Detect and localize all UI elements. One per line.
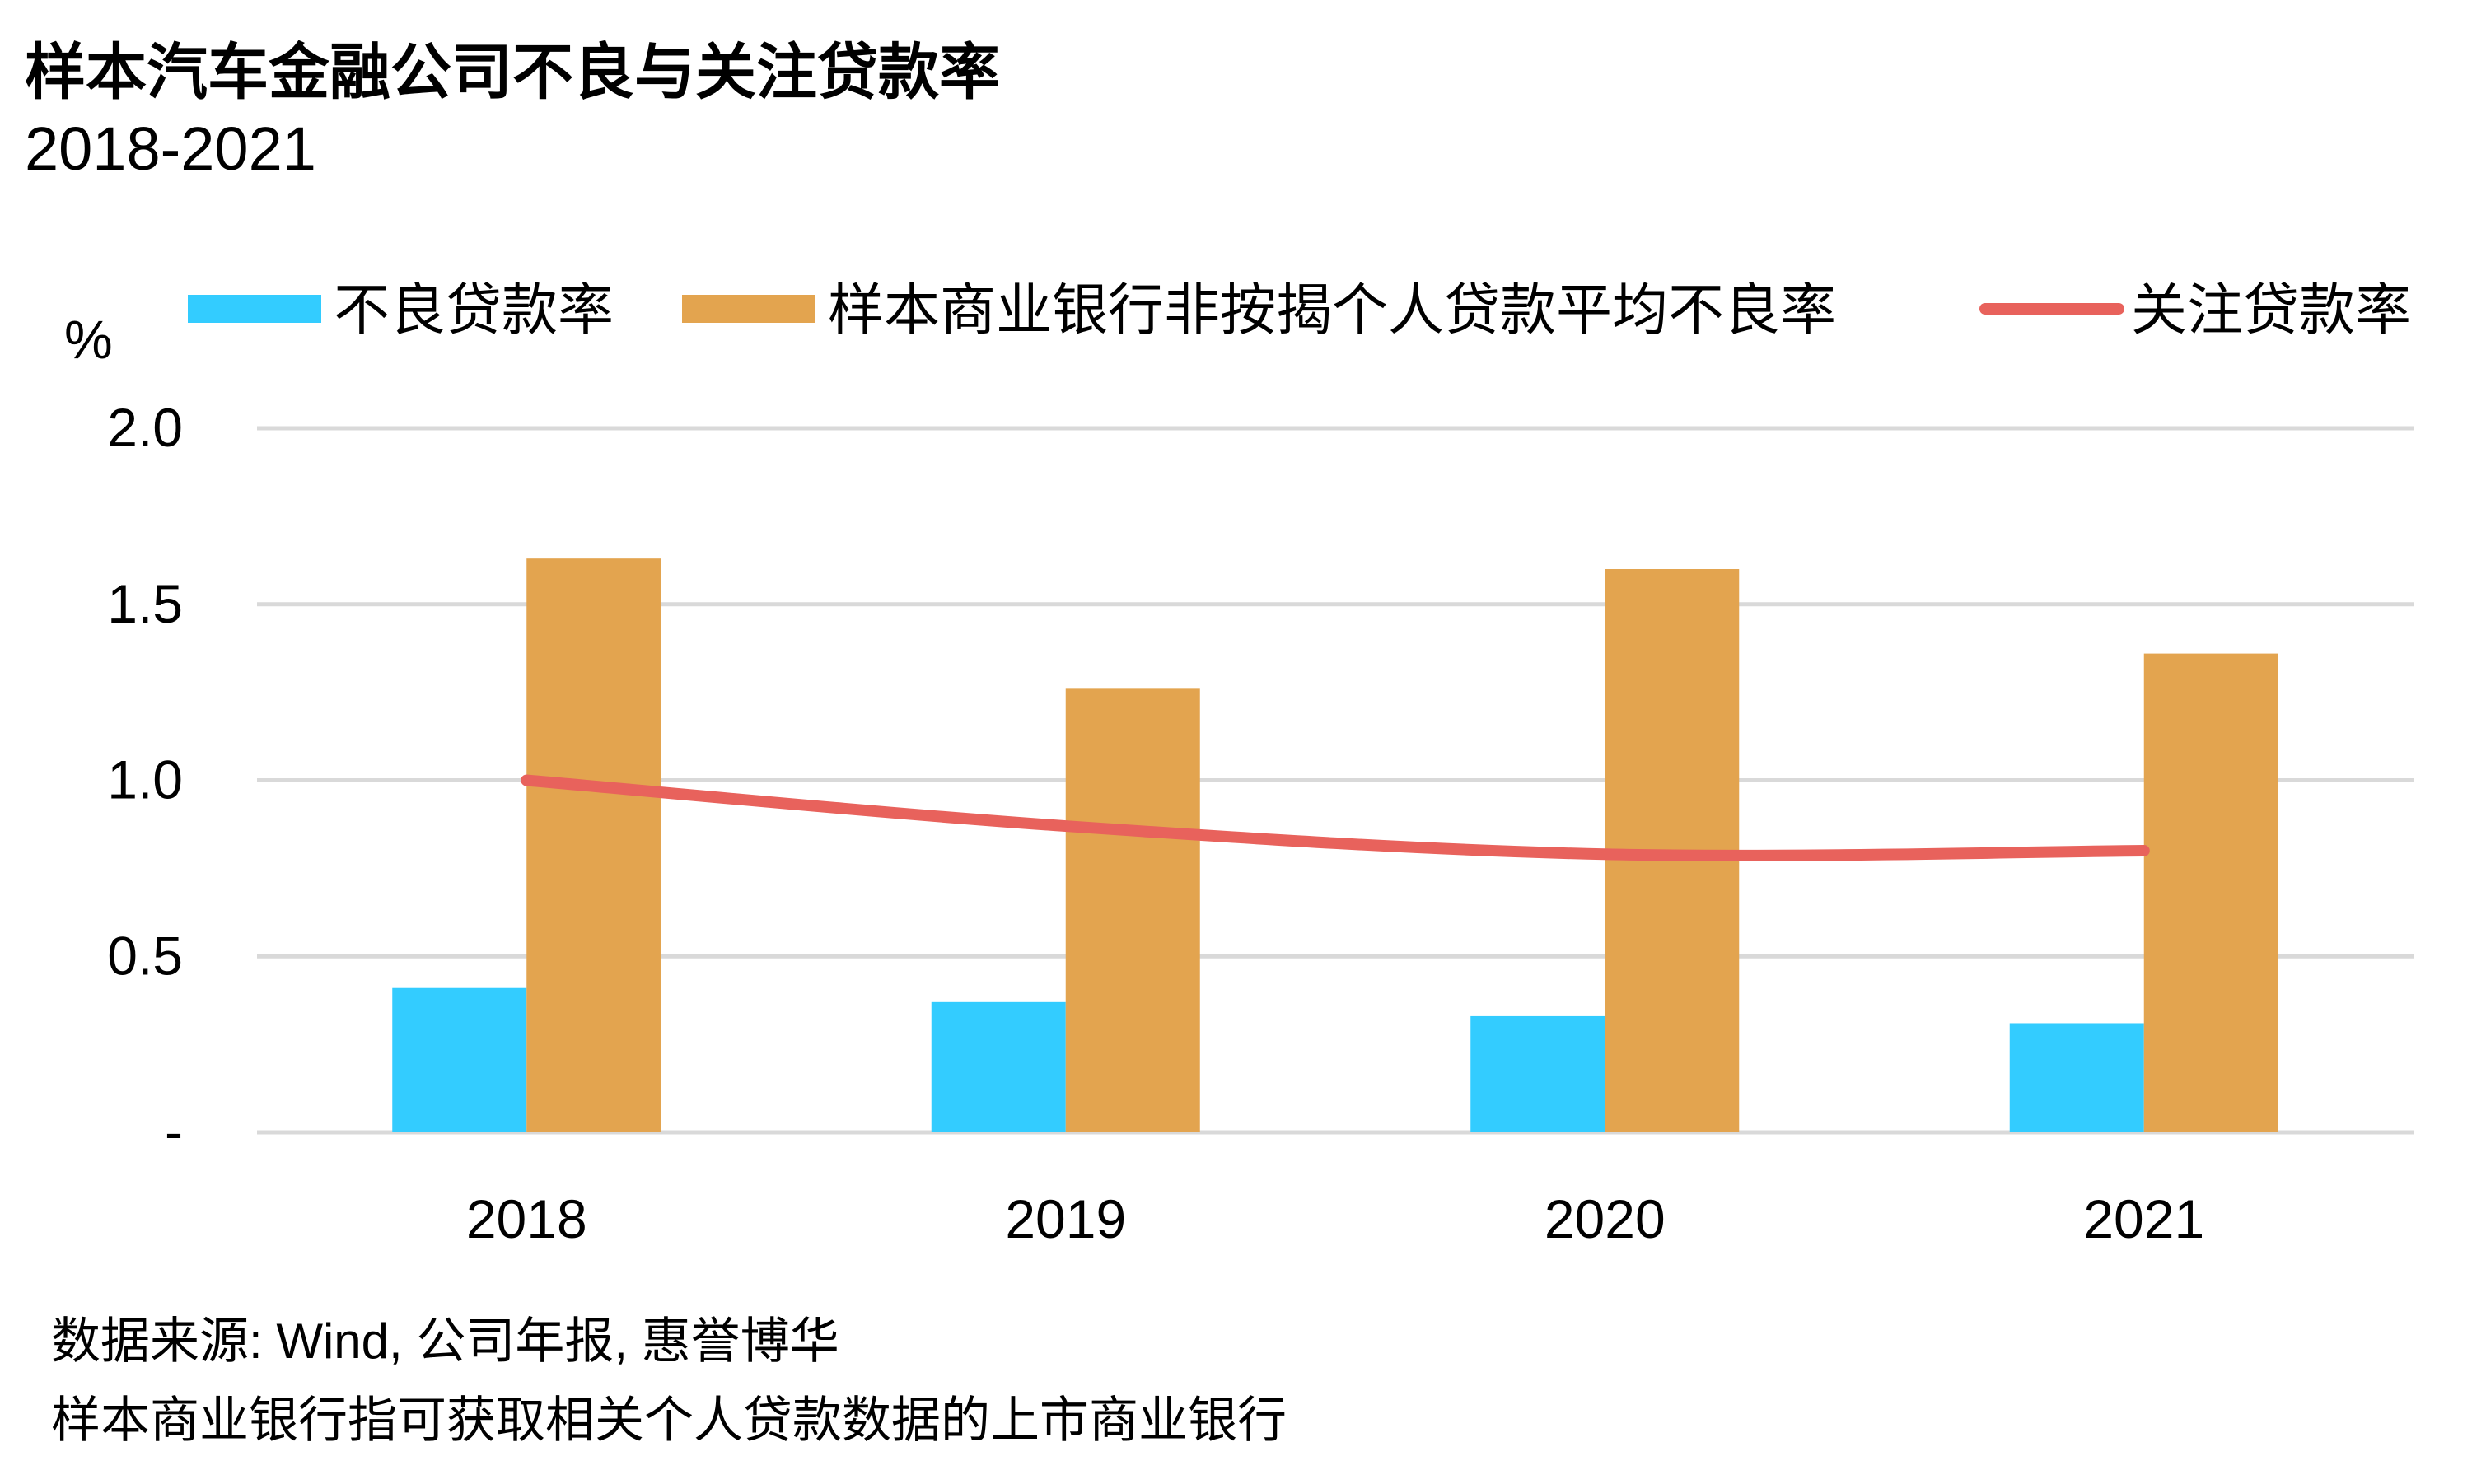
line-series <box>521 774 2150 861</box>
x-tick-label: 2018 <box>466 1188 587 1249</box>
chart: 不良贷款率 样本商业银行非按揭个人贷款平均不良率 关注贷款率 % - 0.5 1.0… <box>64 279 2414 1249</box>
x-axis-ticks: 2018 2019 2020 2021 <box>466 1188 2204 1249</box>
legend-label-special-mention: 关注贷款率 <box>2131 279 2411 342</box>
legend-label-npl: 不良贷款率 <box>334 279 614 342</box>
bar-npl-2020 <box>1470 1015 1605 1132</box>
bar-npl-2019 <box>931 1001 1066 1132</box>
bar-npl-2018 <box>392 987 527 1132</box>
y-tick-label: 1.5 <box>107 573 183 634</box>
chart-subtitle: 2018-2021 <box>25 114 316 183</box>
legend-label-bank-npl: 样本商业银行非按揭个人贷款平均不良率 <box>828 279 1836 342</box>
chart-title: 样本汽车金融公司不良与关注贷款率 <box>25 38 1000 106</box>
bar-npl-2021 <box>2009 1023 2144 1132</box>
y-axis-ticks: - 0.5 1.0 1.5 2.0 <box>107 397 183 1162</box>
bars <box>392 558 2278 1132</box>
line-point-2020 <box>1601 851 1609 858</box>
y-tick-label: - <box>165 1101 183 1162</box>
bar-bank-npl-2021 <box>2143 653 2278 1132</box>
x-tick-label: 2021 <box>2083 1188 2204 1249</box>
line-point-2021 <box>2140 847 2147 854</box>
legend-swatch-bank-npl <box>682 295 815 323</box>
x-tick-label: 2019 <box>1005 1188 1126 1249</box>
line-special-mention <box>521 774 2150 861</box>
footnote: 样本商业银行指可获取相关个人贷款数据的上市商业银行 <box>51 1393 1287 1448</box>
y-tick-label: 2.0 <box>107 397 183 458</box>
y-tick-label: 1.0 <box>107 749 183 810</box>
bar-bank-npl-2019 <box>1065 688 1200 1132</box>
legend: 不良贷款率 样本商业银行非按揭个人贷款平均不良率 关注贷款率 <box>188 279 2411 342</box>
bar-bank-npl-2018 <box>526 558 661 1132</box>
line-point-2019 <box>1062 823 1069 830</box>
x-tick-label: 2020 <box>1544 1188 1666 1249</box>
y-tick-label: 0.5 <box>107 925 183 986</box>
y-axis-unit: % <box>64 309 113 370</box>
legend-swatch-npl <box>188 295 321 323</box>
line-point-2018 <box>523 777 530 784</box>
source-note: 数据来源: Wind, 公司年报, 惠誉博华 <box>51 1314 839 1369</box>
